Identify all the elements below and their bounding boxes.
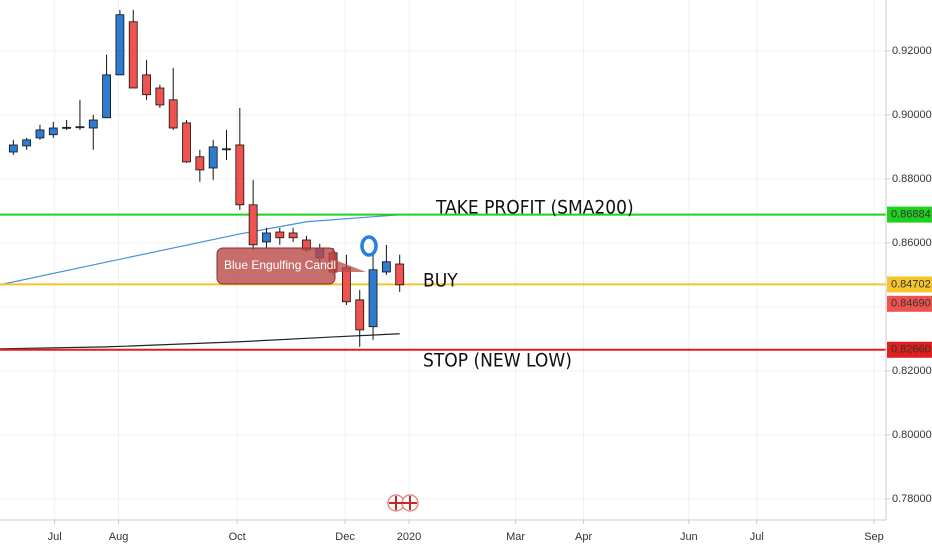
moving-average xyxy=(0,214,400,286)
candle-body xyxy=(222,148,231,151)
candle-body xyxy=(62,126,72,129)
price-badge-label: 0.84702 xyxy=(891,278,931,290)
moving-average xyxy=(0,333,400,350)
candle-body xyxy=(275,231,285,239)
candle-body xyxy=(235,144,245,206)
price-badge-label: 0.86884 xyxy=(891,208,931,220)
candle-body xyxy=(128,21,138,89)
x-tick-label: Oct xyxy=(229,531,246,543)
candle-body xyxy=(35,129,45,139)
candle-body xyxy=(22,139,32,147)
candle-body xyxy=(195,156,205,171)
x-tick-label: Jul xyxy=(750,531,764,543)
x-tick-label: Aug xyxy=(109,531,129,543)
candle-body xyxy=(368,269,378,328)
x-tick-label: Apr xyxy=(575,531,592,543)
candle-body xyxy=(142,74,151,96)
candle-body xyxy=(155,87,165,106)
candles xyxy=(8,9,405,347)
candle-body xyxy=(8,144,18,153)
price-badge xyxy=(887,341,932,358)
y-tick-label: 0.80000 xyxy=(892,429,932,441)
candle-body xyxy=(395,263,405,286)
candle-body xyxy=(182,122,191,163)
candle-body xyxy=(75,126,85,129)
y-tick-label: 0.78000 xyxy=(892,493,932,505)
callout-pointer xyxy=(330,258,366,272)
level-text: STOP (NEW LOW) xyxy=(423,350,572,372)
level-text: BUY xyxy=(423,270,458,292)
y-tick-label: 0.88000 xyxy=(892,173,932,185)
x-tick-label: Mar xyxy=(506,531,525,543)
y-tick-label: 0.92000 xyxy=(892,45,932,57)
levels xyxy=(0,213,886,351)
candle-body xyxy=(48,127,58,136)
price-badge-label: 0.84690 xyxy=(891,298,931,310)
price-badge xyxy=(887,206,932,223)
level-text: TAKE PROFIT (SMA200) xyxy=(435,197,634,219)
callout-text: Blue Engulfing Candl xyxy=(224,258,336,272)
candle-body xyxy=(262,232,271,243)
candle-body xyxy=(115,14,125,76)
x-tick-label: Sep xyxy=(864,531,884,543)
axes: 0.780000.800000.820000.840000.860000.880… xyxy=(48,45,932,543)
candle-body xyxy=(102,74,111,119)
y-tick-label: 0.82000 xyxy=(892,365,932,377)
y-tick-label: 0.90000 xyxy=(892,109,932,121)
candle-body xyxy=(381,261,391,273)
x-tick-label: 2020 xyxy=(397,531,421,543)
candle-body xyxy=(208,146,218,169)
x-tick-label: Dec xyxy=(335,531,355,543)
event-flags xyxy=(387,494,419,512)
price-badge xyxy=(887,276,932,293)
candle-body xyxy=(168,99,178,129)
candle-body xyxy=(355,299,365,331)
price-badge xyxy=(887,295,932,312)
marker-icon xyxy=(360,235,378,257)
candle-body xyxy=(248,204,258,246)
candle-body xyxy=(288,232,298,239)
x-tick-label: Jun xyxy=(680,531,698,543)
y-tick-label: 0.86000 xyxy=(892,237,932,249)
callout-box xyxy=(216,247,336,285)
candle-body xyxy=(342,267,351,303)
x-tick-label: Jul xyxy=(48,531,62,543)
overlays xyxy=(0,214,400,350)
grid xyxy=(0,0,886,520)
price-badge-label: 0.82660 xyxy=(891,344,931,356)
candle-body xyxy=(88,119,98,129)
